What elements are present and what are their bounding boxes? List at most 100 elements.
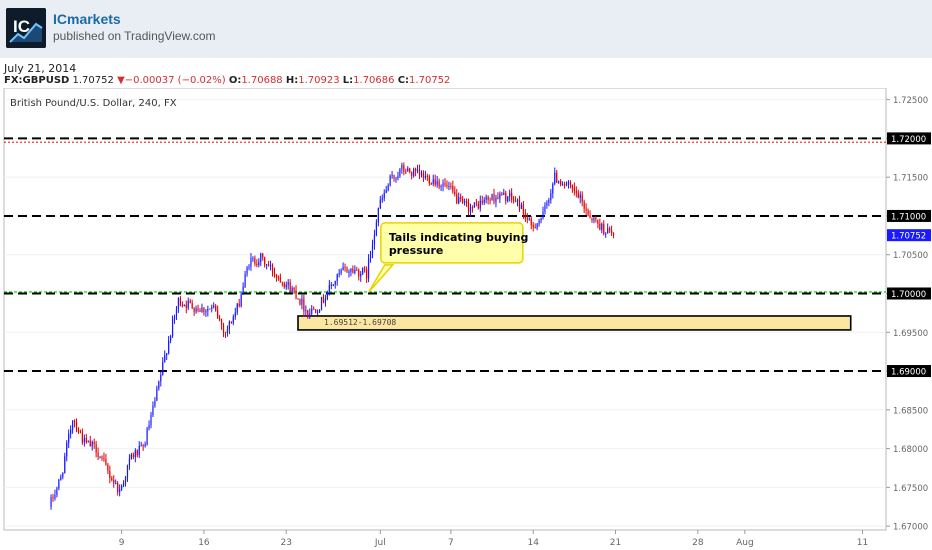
y-tick-label: 1.69500 [893,329,928,339]
candle-body [77,430,80,432]
candle-up [162,357,164,376]
candle-body [281,282,283,284]
candle-up [499,191,501,204]
candle-body [520,204,523,209]
candle-body [211,307,213,309]
candle-up [266,263,268,270]
candle-down [563,181,566,189]
candle-body [336,274,338,282]
candle-down [295,285,297,300]
candle-up [334,280,336,289]
author-logo[interactable]: IC [6,8,46,48]
candle-down [505,190,507,205]
chart-title: British Pound/U.S. Dollar, 240, FX [10,98,177,109]
candle-up [338,269,340,278]
callout-pointer [368,264,395,293]
candle-down [365,266,368,283]
candle-body [107,464,109,471]
candle-down [238,298,240,308]
candle-body [283,283,285,288]
candle-up [416,164,419,174]
candle-down [111,475,113,482]
candle-body [395,178,397,180]
candle-body [201,307,203,312]
candle-body [240,294,242,307]
candle-up [56,486,58,498]
candle-body [338,272,340,275]
candle-up [173,314,176,324]
candle-down [511,188,513,203]
candle-up [171,315,174,338]
candle-down [93,438,95,450]
candle-down [560,179,562,187]
candle-down [405,168,407,175]
logo-text: IC [13,17,30,36]
candle-body [269,264,272,266]
candle-up [332,284,334,287]
candle-body [389,176,391,186]
candle-up [54,489,56,501]
last-price-label: 1.70752 [891,232,926,242]
price-axis[interactable]: 1.72500 1.72000 1.71500 1.71000 1.70500 1.700… [886,96,931,533]
candle-down [530,216,532,230]
candle-down [534,223,536,229]
candle-up [354,265,356,275]
level-badge [887,365,931,378]
candle-body [166,353,168,356]
candle-down [487,195,489,205]
candle-up [542,206,544,220]
candle-body [207,308,209,312]
candle-up [561,181,564,186]
candle-body [609,228,611,231]
candle-body [387,185,389,191]
candle-down [281,281,283,287]
candle-up [324,294,327,307]
candle-up [87,440,89,443]
candle-up [407,166,409,172]
candle-up [156,385,158,402]
candle-up [134,448,136,463]
candle-up [391,171,393,179]
candle-up [287,279,289,290]
candle-up [154,397,156,408]
candle-body [356,269,358,271]
candle-body [605,233,607,235]
candle-down [222,322,225,338]
candle-body [301,298,303,305]
time-axis[interactable]: 9 16 23 Jul 7 14 21 28 Aug 11 [119,530,868,548]
candle-body [503,192,505,195]
candle-down [303,294,305,317]
candle-down [218,314,221,322]
candle-up [436,175,438,188]
candle-body [75,422,78,431]
price-chart[interactable]: 1.69512-1.69708 Tails indicating buyingp… [0,88,932,550]
candle-up [528,217,530,221]
candle-body [532,225,534,228]
candle-body [97,452,99,457]
candle-body [458,197,460,204]
candle-body [109,470,111,478]
candle-body [575,190,577,194]
candle-body [217,310,219,319]
author-name[interactable]: ICmarkets [53,11,121,27]
candle-up [520,202,523,210]
candle-down [117,481,119,496]
candle-body [330,284,332,286]
candle-body [411,171,413,176]
candle-up [383,189,385,202]
candle-up [269,260,272,271]
candle-body [309,313,311,318]
candle-up [201,303,203,313]
candle-down [501,191,503,196]
candle-up [373,229,376,250]
y-tick-label: 1.67000 [893,523,928,533]
candle-body [189,300,191,303]
candle-body [66,442,68,457]
candle-body [111,477,113,481]
candle-down [262,252,264,261]
candle-body [260,253,262,263]
x-tick-label: 16 [198,538,210,548]
candle-down [105,453,107,466]
candle-up [309,308,311,319]
candle-up [509,189,511,202]
